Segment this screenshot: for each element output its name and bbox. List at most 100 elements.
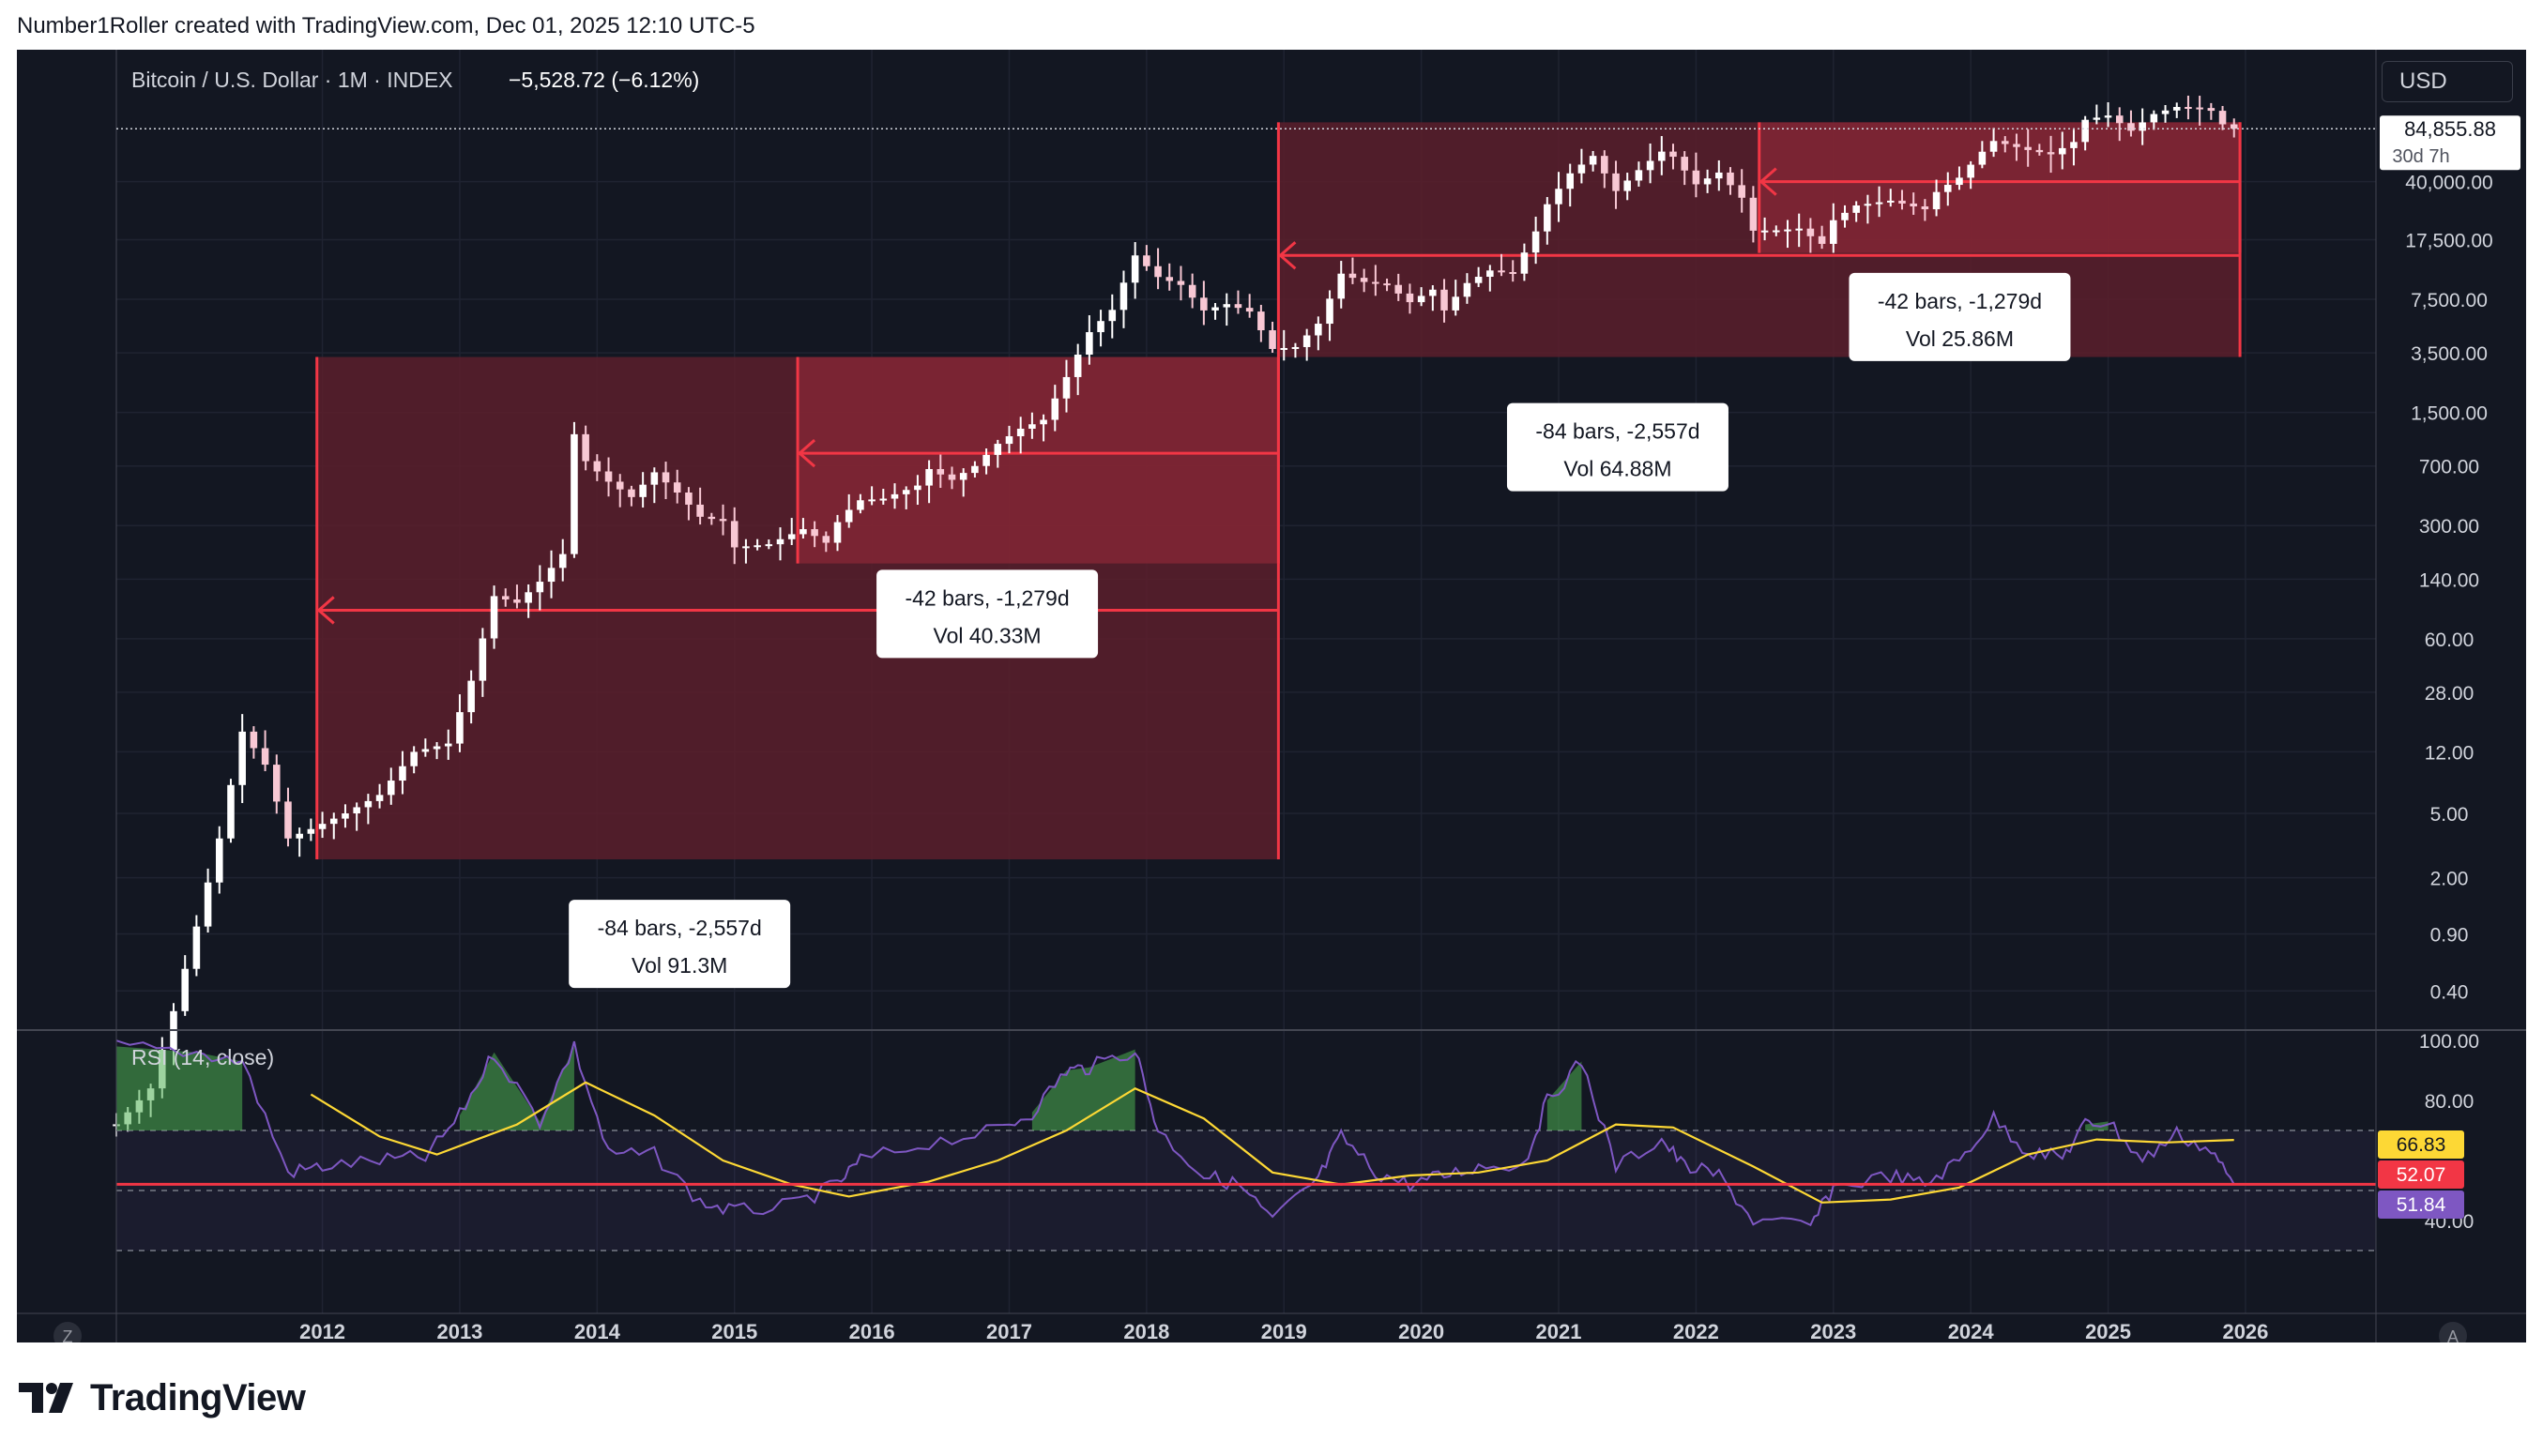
candle-body [1360, 278, 1368, 282]
price-change: −5,528.72 (−6.12%) [509, 68, 699, 92]
corner-label: Z [63, 1327, 73, 1342]
candle-body [2001, 141, 2009, 144]
candle-body [639, 484, 647, 497]
candle-body [1760, 230, 1769, 233]
rsi-value-badge [2378, 1191, 2464, 1219]
candle-body [936, 469, 945, 475]
annotation-text: -42 bars, -1,279d [1878, 289, 2042, 313]
candle-body [2218, 111, 2227, 125]
annotation-volume: Vol 25.86M [1906, 326, 2014, 351]
candle-body [1119, 282, 1128, 311]
candle-body [1269, 330, 1276, 349]
annotation-box [1849, 272, 2071, 361]
candle-body [1886, 200, 1895, 203]
auto-scale-button [2439, 1322, 2467, 1342]
candle-body [490, 596, 498, 639]
candle-body [1452, 296, 1460, 311]
currency-button[interactable]: USD [2382, 61, 2513, 102]
x-tick-label: 2015 [711, 1320, 757, 1342]
candle-body [742, 546, 750, 549]
x-tick-label: 2026 [2222, 1320, 2268, 1342]
y-tick-label: 5.00 [2430, 804, 2469, 826]
candle-body [227, 784, 235, 839]
candle-body [1051, 398, 1059, 420]
candle-body [1943, 185, 1952, 192]
price-series [113, 95, 2238, 1137]
candle-body [387, 781, 395, 796]
candle-body [410, 751, 418, 766]
candle-body [1921, 206, 1929, 210]
candle-body [902, 490, 910, 494]
candle-body [1910, 203, 1917, 207]
annotation-text: -42 bars, -1,279d [905, 585, 1069, 610]
candle-body [1715, 172, 1723, 179]
candle-body [307, 828, 315, 834]
rsi-value-badge [2378, 1160, 2464, 1189]
candle-body [1520, 252, 1529, 274]
candle-body [1372, 281, 1379, 284]
candle-body [444, 743, 452, 747]
candle-body [1234, 304, 1242, 309]
candle-body [1223, 304, 1231, 308]
candle-body [318, 824, 327, 829]
candle-body [1795, 228, 1803, 231]
candle-body [536, 582, 544, 593]
tradingview-logo-icon [19, 1383, 73, 1413]
rsi-badge-label: 66.83 [2397, 1134, 2446, 1156]
annotation-box [876, 569, 1099, 659]
candle-body [1440, 289, 1448, 311]
candle-body [2104, 115, 2112, 118]
candle-body [708, 516, 716, 520]
rsi-badge-label: 52.07 [2397, 1164, 2446, 1186]
candle-body [685, 493, 693, 505]
candle-body [353, 807, 360, 814]
rsi-overbought-fill [1031, 1049, 1135, 1130]
candle-body [891, 493, 899, 499]
candle-body [1016, 428, 1025, 437]
candle-body [1773, 230, 1780, 233]
candle-body [1062, 376, 1071, 399]
candle-body [2115, 115, 2124, 124]
candle-body [1177, 281, 1185, 285]
candle-body [982, 454, 990, 466]
candle-body [1302, 335, 1311, 347]
candle-body [272, 765, 281, 802]
candle-body [204, 882, 212, 927]
candle-body [1165, 277, 1174, 281]
x-tick-label: 2016 [849, 1320, 895, 1342]
candle-body [456, 712, 464, 744]
brand-logo[interactable]: TradingView [19, 1375, 306, 1420]
candle-body [1417, 296, 1425, 303]
rsi-badge-label: 51.84 [2397, 1194, 2446, 1216]
candle-body [2139, 122, 2146, 131]
candle-body [1383, 283, 1391, 286]
candle-body [822, 536, 830, 543]
candle-body [1623, 180, 1631, 191]
chart-frame[interactable]: 100.00 80.00 40.00 RSI (14, close) 66.83 52.0… [17, 50, 2526, 1342]
candle-body [971, 465, 979, 474]
candle-body [1646, 160, 1654, 171]
y-tick-label: 0.40 [2430, 981, 2469, 1003]
annotation-volume: Vol 40.33M [934, 623, 1042, 647]
candle-body [662, 472, 670, 483]
candle-body [1852, 205, 1860, 213]
candle-body [2013, 144, 2020, 147]
candle-body [1589, 156, 1597, 165]
x-tick-label: 2018 [1123, 1320, 1169, 1342]
x-tick-label: 2012 [299, 1320, 345, 1342]
corner-label: A [2447, 1327, 2459, 1342]
x-tick-label: 2014 [574, 1320, 621, 1342]
candle-body [811, 529, 818, 537]
candle-body [1005, 436, 1013, 445]
candle-body [2127, 123, 2135, 131]
candle-body [1337, 273, 1346, 299]
candle-body [959, 473, 967, 480]
candle-body [1474, 277, 1483, 283]
zoom-button [53, 1322, 82, 1342]
candle-body [1703, 178, 1712, 185]
candle-body [547, 568, 556, 583]
candle-body [2150, 114, 2158, 123]
rsi-line [115, 1039, 2235, 1227]
